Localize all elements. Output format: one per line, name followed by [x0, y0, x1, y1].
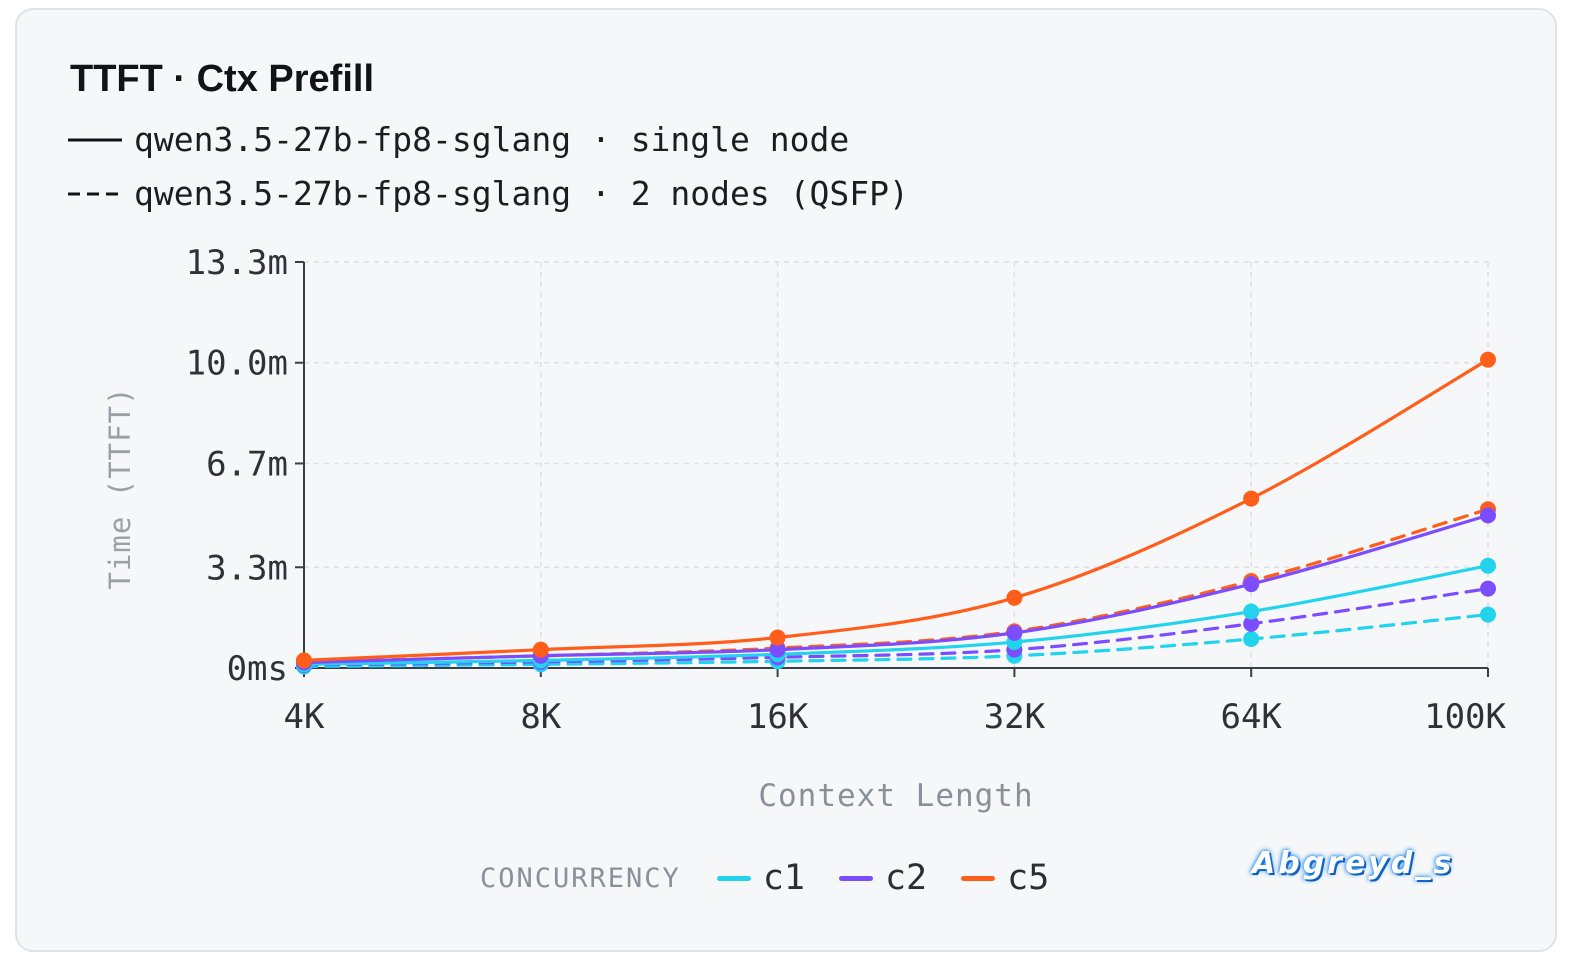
- watermark: Abgreyd_s: [1252, 846, 1455, 881]
- point-c2-2-nodes-100K: [1480, 580, 1496, 597]
- legend-solid-entry: qwen3.5-27b-fp8-sglang · single node: [68, 120, 849, 159]
- legend-item-c2[interactable]: c2: [838, 858, 928, 898]
- x-axis-label: Context Length: [758, 778, 1033, 814]
- series-group: [296, 351, 1496, 675]
- concurrency-legend: CONCURRENCY c1 c2 c5: [480, 858, 1083, 898]
- y-tick-label-0: 0ms: [227, 649, 288, 689]
- point-c5-single-node-32K: [1006, 589, 1023, 606]
- legend-swatch-c2: [838, 875, 873, 881]
- y-tick-label-1: 3.3m: [206, 548, 288, 588]
- x-ticks: 4K 8K 16K 32K 64K 100K: [284, 668, 1507, 737]
- x-tick-label-3: 32K: [984, 697, 1046, 737]
- series-c5-single-node: [296, 351, 1496, 669]
- point-c5-single-node-64K: [1243, 490, 1260, 507]
- concurrency-legend-title: CONCURRENCY: [480, 862, 681, 894]
- point-c5-single-node-100K: [1480, 351, 1496, 368]
- point-c2-2-nodes-64K: [1243, 615, 1260, 632]
- chart-title: TTFT · Ctx Prefill: [70, 58, 374, 100]
- legend-label-c5: c5: [1007, 858, 1050, 898]
- point-c1-2-nodes-100K: [1480, 606, 1496, 623]
- x-tick-label-5: 100K: [1424, 697, 1506, 737]
- series-line-c5-2-nodes: [302, 507, 1490, 664]
- legend-item-c5[interactable]: c5: [961, 858, 1049, 898]
- legend-dashed-label: qwen3.5-27b-fp8-sglang · 2 nodes (QSFP): [134, 174, 909, 213]
- point-c2-single-node-16K: [769, 641, 786, 658]
- legend-label-c1: c1: [762, 858, 805, 898]
- series-line-c5-single-node: [302, 358, 1490, 662]
- legend-dashed-entry: qwen3.5-27b-fp8-sglang · 2 nodes (QSFP): [68, 174, 909, 213]
- point-c2-single-node-100K: [1480, 507, 1496, 524]
- point-c5-single-node-8K: [532, 641, 549, 658]
- x-tick-label-0: 4K: [284, 697, 325, 737]
- point-c5-single-node-16K: [769, 629, 786, 646]
- y-tick-label-2: 6.7m: [206, 444, 288, 484]
- y-tick-label-3: 10.0m: [186, 344, 288, 384]
- y-tick-label-4: 13.3m: [186, 243, 288, 283]
- series-c2-single-node: [296, 507, 1496, 671]
- series-line-c2-single-node: [302, 513, 1490, 665]
- solid-line-icon: [68, 138, 122, 141]
- legend-swatch-c1: [716, 875, 751, 881]
- y-axis-label: Time (TTFT): [103, 386, 137, 589]
- point-c1-single-node-100K: [1480, 557, 1496, 574]
- point-c2-single-node-64K: [1243, 576, 1260, 593]
- x-tick-label-4: 64K: [1220, 697, 1282, 737]
- y-ticks: 0ms 3.3m 6.7m 10.0m 13.3m: [186, 243, 304, 689]
- series-line-c1-2-nodes: [302, 612, 1490, 669]
- chart-card: [15, 8, 1557, 952]
- legend-label-c2: c2: [884, 858, 928, 898]
- series-c1-2-nodes: [296, 606, 1496, 675]
- point-c5-single-node-4K: [296, 652, 312, 669]
- axes: [303, 262, 1488, 669]
- dashed-line-icon: [68, 192, 122, 195]
- series-line-c1-single-node: [302, 564, 1490, 666]
- legend-item-c1[interactable]: c1: [716, 858, 805, 898]
- point-c1-single-node-64K: [1243, 603, 1260, 620]
- legend-swatch-c5: [961, 875, 996, 881]
- legend-solid-label: qwen3.5-27b-fp8-sglang · single node: [134, 120, 850, 159]
- x-tick-label-1: 8K: [520, 697, 561, 737]
- x-tick-label-2: 16K: [747, 697, 809, 737]
- point-c1-2-nodes-64K: [1243, 631, 1260, 647]
- point-c2-single-node-32K: [1006, 624, 1023, 641]
